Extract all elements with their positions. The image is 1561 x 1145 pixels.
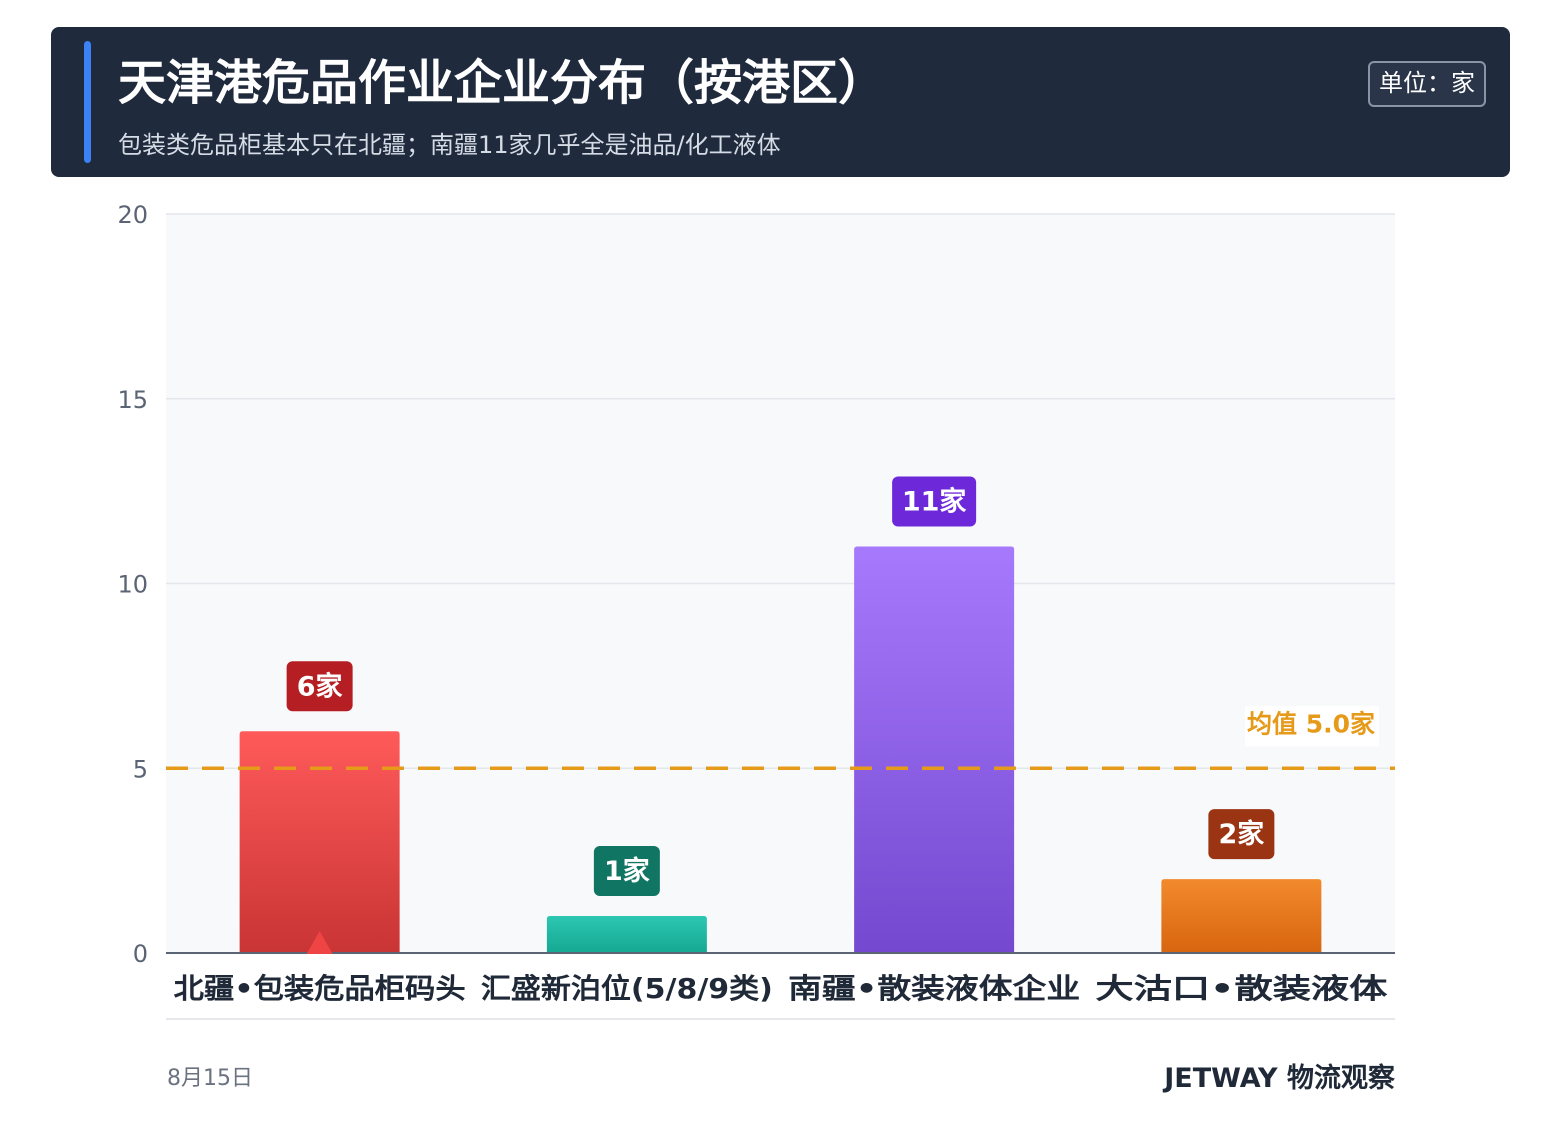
x-tick-label: 南疆•散装液体企业 [788,972,1080,1005]
bar [854,546,1015,953]
y-axis-ticks: 0 5 10 15 20 [117,201,148,968]
chart-title: 天津港危品作业企业分布（按港区） [118,55,887,111]
value-label-bg [593,846,660,897]
x-tick-label: 汇盛新泊位(5/8/9类) [481,972,773,1005]
header-accent-bar [84,41,91,163]
mean-label-bg [1245,706,1379,747]
footer-date: 8月15日 [167,1066,253,1091]
footer-brand: JETWAY 物流观察 [1164,1063,1395,1094]
mean-line-label: 均值 5.0家 [1247,709,1375,738]
y-tick-label: 10 [117,571,148,599]
value-label-bg [1208,809,1275,860]
y-tick-label: 5 [133,755,148,783]
unit-badge: 单位：家 [1368,61,1486,107]
value-label-bg [892,476,977,527]
x-tick-label: 大沽口•散装液体 [1095,972,1388,1005]
value-label: 2家 [1218,818,1264,850]
x-axis-ticks: 北疆•包装危品柜码头 汇盛新泊位(5/8/9类) 南疆•散装液体企业 大沽口•散装液体 [174,972,1389,1005]
value-label: 6家 [297,670,343,702]
y-tick-label: 15 [117,386,148,414]
value-label-bg [286,661,353,712]
value-labels: 6家 1家 11家 2家 [286,476,1275,954]
bar [1161,879,1322,953]
y-tick-label: 20 [117,201,148,229]
y-tick-label: 0 [133,940,148,968]
bars [239,546,1322,953]
value-label: 1家 [604,855,650,887]
highlight-marker [306,931,333,954]
value-label: 11家 [902,486,967,518]
header-banner: 天津港危品作业企业分布（按港区） 包装类危品柜基本只在北疆；南疆11家几乎全是油… [51,27,1510,177]
chart-subtitle: 包装类危品柜基本只在北疆；南疆11家几乎全是油品/化工液体 [118,131,781,159]
bar [546,916,707,953]
bar [239,731,400,953]
x-tick-label: 北疆•包装危品柜码头 [174,972,466,1005]
reference-line-group: 均值 5.0家 [166,706,1395,770]
